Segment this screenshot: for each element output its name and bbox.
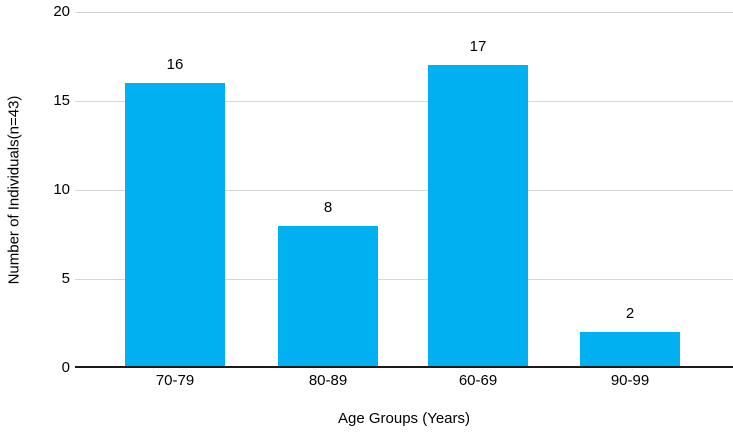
x-tick-label: 60-69	[458, 372, 498, 389]
x-axis-title: Age Groups (Years)	[337, 410, 470, 427]
bar-value-label: 16	[166, 56, 184, 73]
x-tick-label: 80-89	[308, 372, 348, 389]
bar	[125, 83, 225, 368]
bar	[580, 332, 680, 368]
y-tick-label: 5	[61, 270, 70, 287]
x-axis-line	[75, 366, 733, 368]
y-axis-title: Number of Individuals(n=43)	[5, 95, 23, 285]
y-tick-label: 0	[61, 359, 70, 376]
gridline	[75, 12, 733, 13]
y-tick-label: 20	[53, 3, 70, 20]
plot-area: 16 8 17 2	[75, 12, 733, 368]
bar	[428, 65, 528, 368]
y-tick-label: 15	[53, 92, 70, 109]
bar	[278, 226, 378, 368]
x-tick-label: 90-99	[610, 372, 650, 389]
x-tick-label: 70-79	[155, 372, 195, 389]
bar-value-label: 2	[625, 305, 635, 322]
gridline	[75, 190, 733, 191]
gridline	[75, 279, 733, 280]
bar-value-label: 17	[469, 38, 487, 55]
bar-value-label: 8	[323, 199, 333, 216]
gridline	[75, 101, 733, 102]
y-tick-label: 10	[53, 181, 70, 198]
